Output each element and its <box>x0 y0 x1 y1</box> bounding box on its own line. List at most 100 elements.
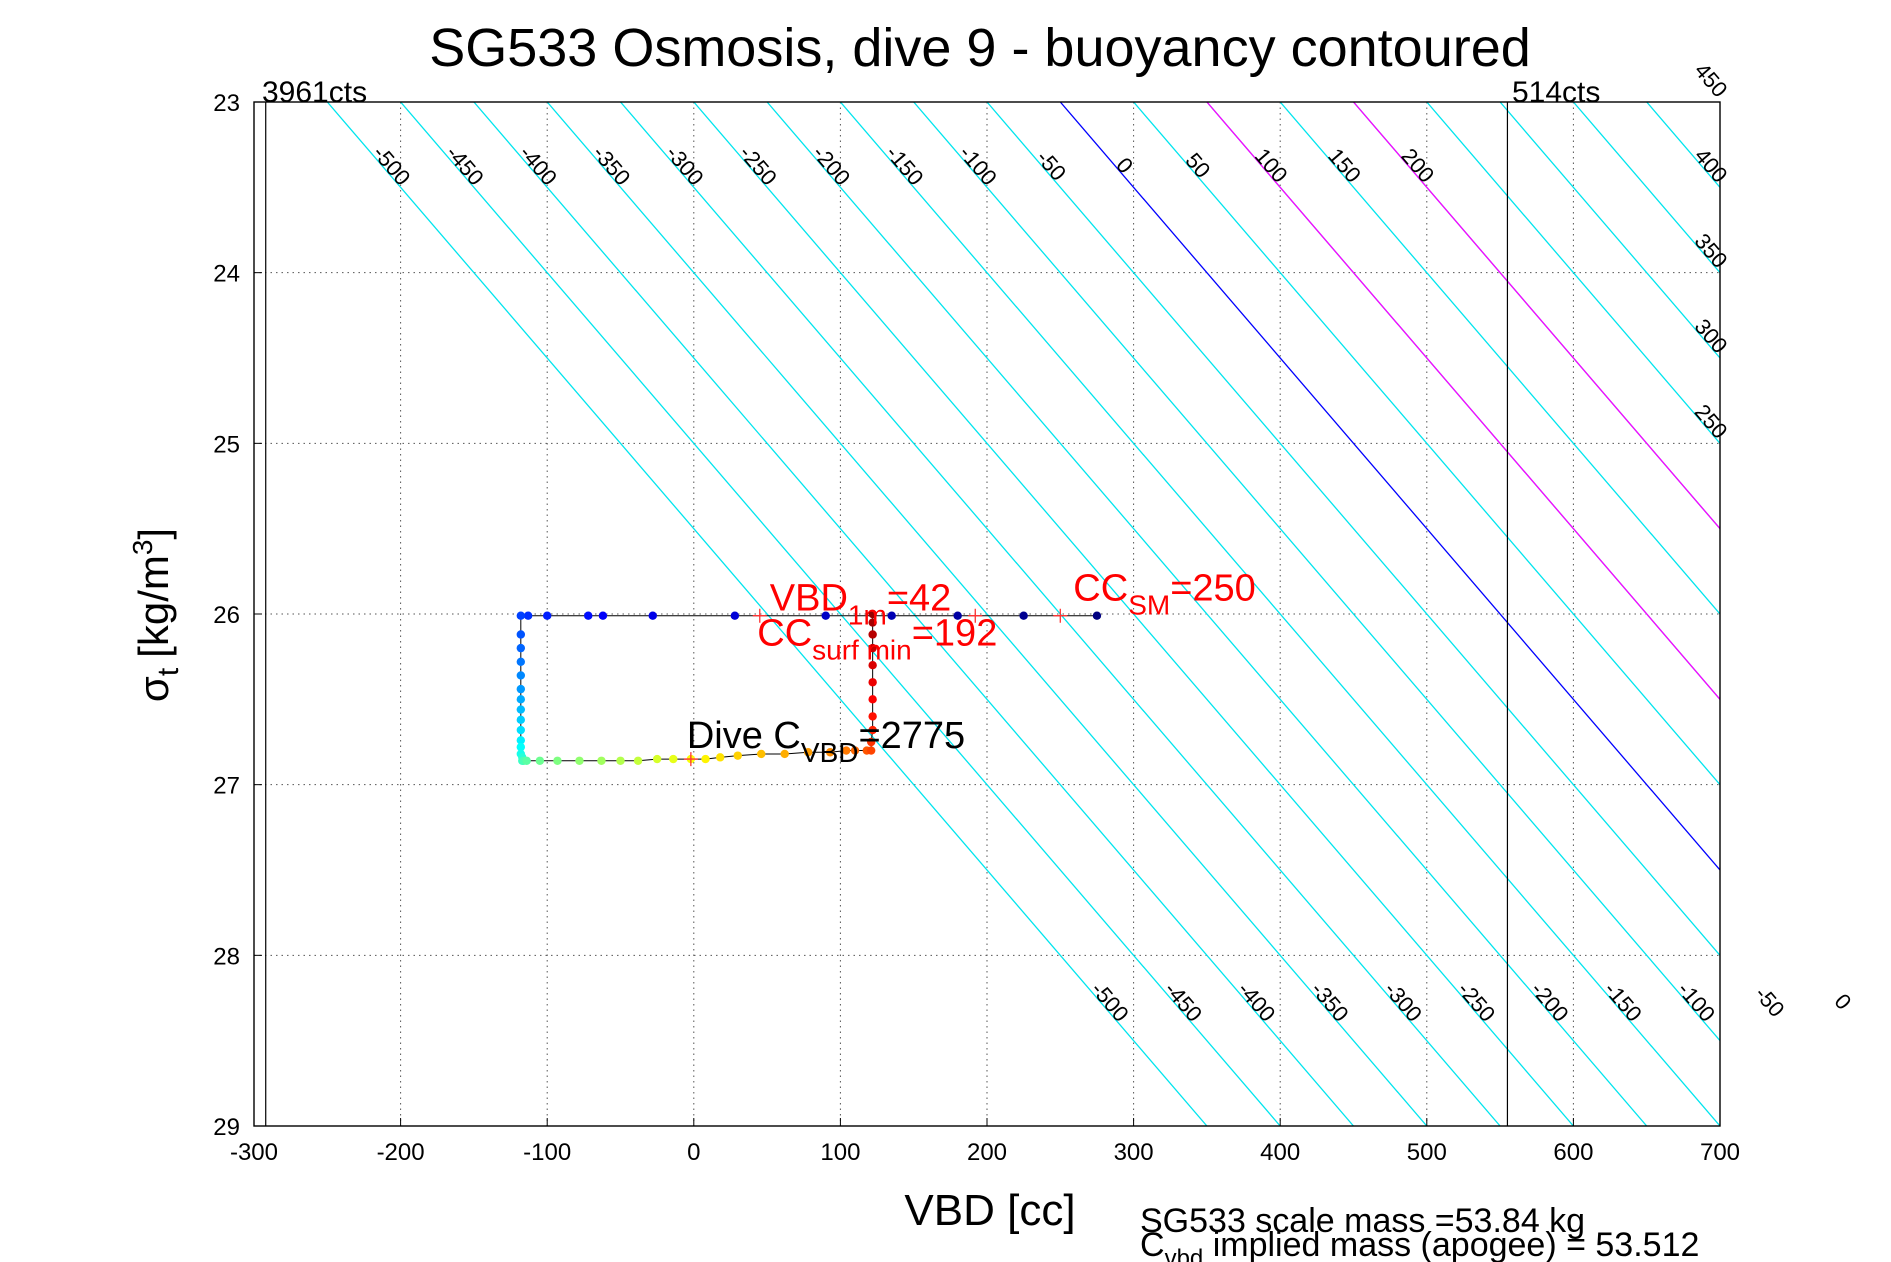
annotation-value: =250 <box>1170 568 1256 610</box>
annotation-dive-cvbd: Dive CVBD=2775 <box>687 715 965 768</box>
y-tick-label: 26 <box>213 602 240 629</box>
contour-line-cyan <box>693 102 1574 1126</box>
contour-line-cyan <box>400 102 1281 1126</box>
annotation-cc-surf-min: CCsurf min=192 <box>757 613 997 666</box>
trajectory-point <box>597 756 606 765</box>
trajectory-point <box>516 742 526 752</box>
trajectory-point <box>825 748 835 757</box>
contour-line-cyan <box>839 102 1720 1126</box>
footer-implied-mass-sub: vbd <box>1165 1245 1204 1262</box>
trajectory-point <box>652 754 662 764</box>
contour-line-cyan <box>546 102 1428 1126</box>
trajectory-point <box>730 611 740 620</box>
annotation-subscript: SM <box>1128 590 1170 621</box>
y-axis-ticks: 23 24 25 26 27 28 29 <box>213 90 262 1141</box>
contour-line-cyan <box>1499 102 1720 359</box>
trajectory-point <box>803 748 813 757</box>
contour-line-magenta <box>1206 102 1720 701</box>
x-axis-label: VBD [cc] <box>904 1186 1075 1235</box>
buoyancy-contours <box>326 102 1720 1126</box>
trajectory-point <box>516 630 526 639</box>
contour-line-cyan <box>473 102 1354 1126</box>
annotation-value: =192 <box>912 613 998 655</box>
trajectory-point <box>868 695 877 704</box>
trajectory-point <box>1019 611 1028 620</box>
contour-line-magenta <box>1353 102 1720 530</box>
y-axis-label: σt [kg/m3] <box>127 528 185 702</box>
annotation-subscript: VBD <box>801 737 859 768</box>
trajectory-point <box>516 695 526 704</box>
y-axis-label-unit-sup: 3 <box>127 540 158 556</box>
x-tick-label: 700 <box>1700 1139 1740 1166</box>
y-axis-label-subscript: t <box>152 667 185 676</box>
trajectory-point <box>868 630 877 639</box>
trajectory-point <box>535 756 545 765</box>
annotation-subscript: surf min <box>812 635 912 666</box>
contour-line-cyan <box>1426 102 1720 445</box>
trajectory-point <box>850 746 860 755</box>
trajectory-point <box>516 643 526 653</box>
y-tick-label: 27 <box>213 773 240 800</box>
contour-line-cyan <box>1279 102 1720 615</box>
trajectory-point <box>821 611 830 620</box>
trajectory-line <box>520 614 1097 762</box>
trajectory-point <box>1092 611 1102 620</box>
marker-plus <box>683 752 698 767</box>
trajectory-point <box>868 618 877 627</box>
trajectory-point <box>715 753 725 762</box>
x-tick-label: 400 <box>1260 1139 1300 1166</box>
trajectory-point <box>648 611 657 620</box>
trajectory-point <box>522 756 531 765</box>
y-tick-label: 28 <box>213 943 240 970</box>
contour-line-cyan <box>1133 102 1720 786</box>
trajectory-point <box>669 754 678 764</box>
trajectory-point <box>523 611 533 620</box>
trajectory-point <box>868 661 877 670</box>
trajectory-point <box>616 756 625 765</box>
annotation-subscript: 1m <box>848 600 887 631</box>
trajectory-point <box>516 684 526 694</box>
trajectory-point <box>516 705 526 714</box>
trajectory-point <box>543 611 552 620</box>
footer-scale-mass: SG533 scale mass =53.84 kg <box>1140 1202 1585 1240</box>
x-axis-ticks: -300 -200 -100 0 100 200 300 400 500 600 700 <box>230 1118 1740 1166</box>
x-tick-label: 100 <box>820 1139 860 1166</box>
y-tick-label: 29 <box>213 1114 240 1141</box>
annotation-cc-sm: CCSM=250 <box>1073 568 1255 621</box>
footer-implied-mass: Cvbd implied mass (apogee) = 53.512 <box>1140 1226 1699 1262</box>
x-tick-label: -200 <box>377 1139 425 1166</box>
trajectory-point <box>516 611 526 620</box>
trajectory-point <box>584 611 593 620</box>
marker-plus <box>1053 608 1068 623</box>
trajectory-point <box>868 609 877 619</box>
trajectory-point <box>516 736 526 745</box>
chart-title: SG533 Osmosis, dive 9 - buoyancy contour… <box>429 18 1531 78</box>
y-axis-label-unit-close: ] <box>130 528 177 540</box>
trajectory-point <box>516 715 526 725</box>
trajectory-point <box>780 749 789 759</box>
trajectory-point <box>953 611 962 620</box>
annotation-value: =42 <box>887 578 951 620</box>
trajectory-point <box>868 712 877 721</box>
annotation-vbd-1m: VBD1m=42 <box>770 578 952 631</box>
x-tick-label: 0 <box>687 1139 700 1166</box>
annotation-main: CC <box>1073 568 1128 610</box>
trajectory-point <box>866 746 876 755</box>
reference-markers <box>683 608 1068 767</box>
x-tick-label: -300 <box>230 1139 278 1166</box>
vbd-limit-lines <box>265 102 1509 1126</box>
y-tick-label: 25 <box>213 431 240 458</box>
x-tick-label: 300 <box>1114 1139 1154 1166</box>
y-axis-label-unit: [kg/m <box>130 555 177 658</box>
trajectory-point <box>701 754 710 764</box>
x-tick-label: 500 <box>1407 1139 1447 1166</box>
trajectory-point <box>868 725 877 735</box>
x-tick-label: 200 <box>967 1139 1007 1166</box>
trajectory-point <box>866 737 876 747</box>
x-tick-label: -100 <box>523 1139 571 1166</box>
trajectory-point <box>553 756 562 765</box>
footer-implied-mass-text: implied mass (apogee) = 53.512 <box>1203 1226 1699 1262</box>
y-axis-label-symbol: σ <box>130 676 177 702</box>
